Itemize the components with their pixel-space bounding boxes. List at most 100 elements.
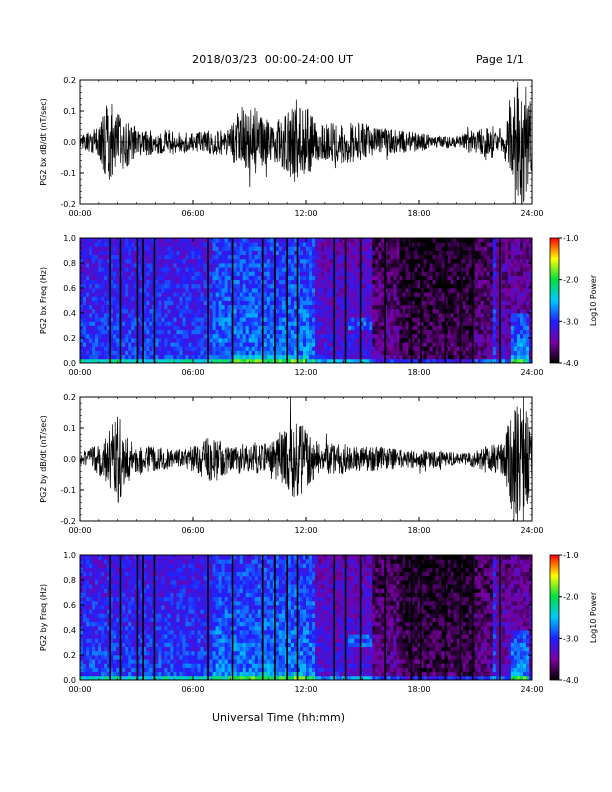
spectrogram-cell [312, 283, 316, 289]
spectrogram-cell [242, 325, 247, 331]
spectrogram-cell [224, 263, 229, 268]
spectrogram-cell [381, 329, 385, 335]
spectrogram-cell [495, 321, 500, 326]
spectrogram-cell [179, 346, 183, 351]
spectrogram-cell [456, 329, 461, 335]
spectrogram-cell [492, 338, 497, 343]
spectrogram-cell [80, 575, 84, 581]
spectrogram-cell [89, 275, 93, 281]
spectrogram-cell [263, 254, 268, 260]
spectrogram-cell [435, 308, 439, 314]
spectrogram-cell [405, 333, 409, 339]
spectrogram-cell [360, 238, 364, 243]
spectrogram-cell [459, 346, 464, 351]
spectrogram-cell [242, 338, 247, 343]
spectrogram-cell [194, 250, 198, 256]
spectrogram-cell [525, 288, 530, 293]
spectrogram-cell [257, 296, 262, 301]
spectrogram-cell [242, 308, 247, 314]
spectrogram-cell [327, 321, 331, 326]
spectrogram-cell [155, 350, 159, 356]
spectrogram-cell [113, 350, 117, 356]
spectrogram-cell [399, 354, 403, 360]
spectrogram-cell [351, 296, 355, 301]
spectrogram-cell [275, 321, 280, 326]
spectrogram-cell [116, 354, 120, 360]
spectrogram-cell [287, 263, 292, 268]
spectrogram-cell [167, 350, 171, 356]
spectrogram-cell [83, 304, 87, 310]
spectrogram-cell [339, 329, 343, 335]
spectrogram-cell [179, 275, 183, 281]
spectrogram-cell [242, 263, 247, 268]
spectrogram-cell [194, 283, 198, 289]
spectrogram-cell [107, 283, 111, 289]
spectrogram-cell [306, 288, 310, 293]
spectrogram-cell [405, 258, 409, 264]
spectrogram-cell [158, 350, 162, 356]
spectrogram-cell [402, 275, 406, 281]
spectrogram-cell [281, 358, 286, 364]
spectrogram-cell [188, 329, 192, 335]
spectrogram-cell [125, 279, 129, 285]
spectrogram-cell [98, 267, 102, 272]
spectrogram-cell [360, 300, 364, 306]
spectrogram-cell [86, 342, 90, 347]
spectrogram-cell [257, 258, 262, 264]
spectrogram-cell [239, 350, 244, 356]
spectrogram-cell [486, 350, 491, 356]
spectrogram-cell [318, 246, 322, 251]
spectrogram-cell [504, 329, 509, 335]
spectrogram-cell [420, 313, 424, 318]
spectrogram-cell [251, 258, 256, 264]
spectrogram-cell [360, 329, 364, 335]
spectrogram-cell [254, 321, 259, 326]
spectrogram-cell [456, 354, 461, 360]
spectrogram-cell [462, 354, 467, 360]
spectrogram-cell [405, 317, 409, 322]
spectrogram-cell [459, 317, 464, 322]
spectrogram-cell [339, 342, 343, 347]
x-tick-label: 24:00 [520, 526, 543, 535]
spectrogram-cell [309, 238, 313, 243]
spectrogram-cell [155, 271, 159, 276]
spectrogram-cell [104, 250, 108, 256]
spectrogram-cell [281, 263, 286, 268]
spectrogram-cell [318, 275, 322, 281]
spectrogram-cell [357, 275, 361, 281]
spectrogram-cell [399, 325, 403, 331]
spectrogram-cell [510, 338, 515, 343]
spectrogram-cell [345, 338, 349, 343]
spectrogram-cell [363, 338, 367, 343]
spectrogram-cell [296, 354, 301, 360]
spectrogram-cell [495, 304, 500, 310]
spectrogram-cell [248, 292, 253, 297]
spectrogram-cell [378, 242, 382, 247]
spectrogram-cell [357, 258, 361, 264]
spectrogram-cell [200, 317, 204, 322]
spectrogram-cell [411, 246, 415, 251]
spectrogram-cell [155, 308, 159, 314]
spectrogram-cell [507, 329, 512, 335]
spectrogram-cell [339, 317, 343, 322]
spectrogram-cell [176, 279, 180, 285]
spectrogram-cell [236, 292, 241, 297]
spectrogram-cell [92, 292, 96, 297]
spectrogram-cell [369, 350, 373, 356]
spectrogram-cell [393, 275, 397, 281]
spectrogram-cell [86, 333, 90, 339]
spectrogram-cell [137, 317, 141, 322]
spectrogram-cell [140, 275, 144, 281]
spectrogram-cell [435, 304, 439, 310]
spectrogram-cell [522, 346, 527, 351]
spectrogram-cell [158, 325, 162, 331]
spectrogram-cell [495, 283, 500, 289]
spectrogram-cell [495, 313, 500, 318]
spectrogram-cell [89, 250, 93, 256]
spectrogram-cell [489, 250, 494, 256]
spectrogram-cell [242, 288, 247, 293]
spectrogram-cell [405, 283, 409, 289]
spectrogram-cell [125, 271, 129, 276]
spectrogram-cell [528, 288, 533, 293]
spectrogram-cell [354, 346, 358, 351]
